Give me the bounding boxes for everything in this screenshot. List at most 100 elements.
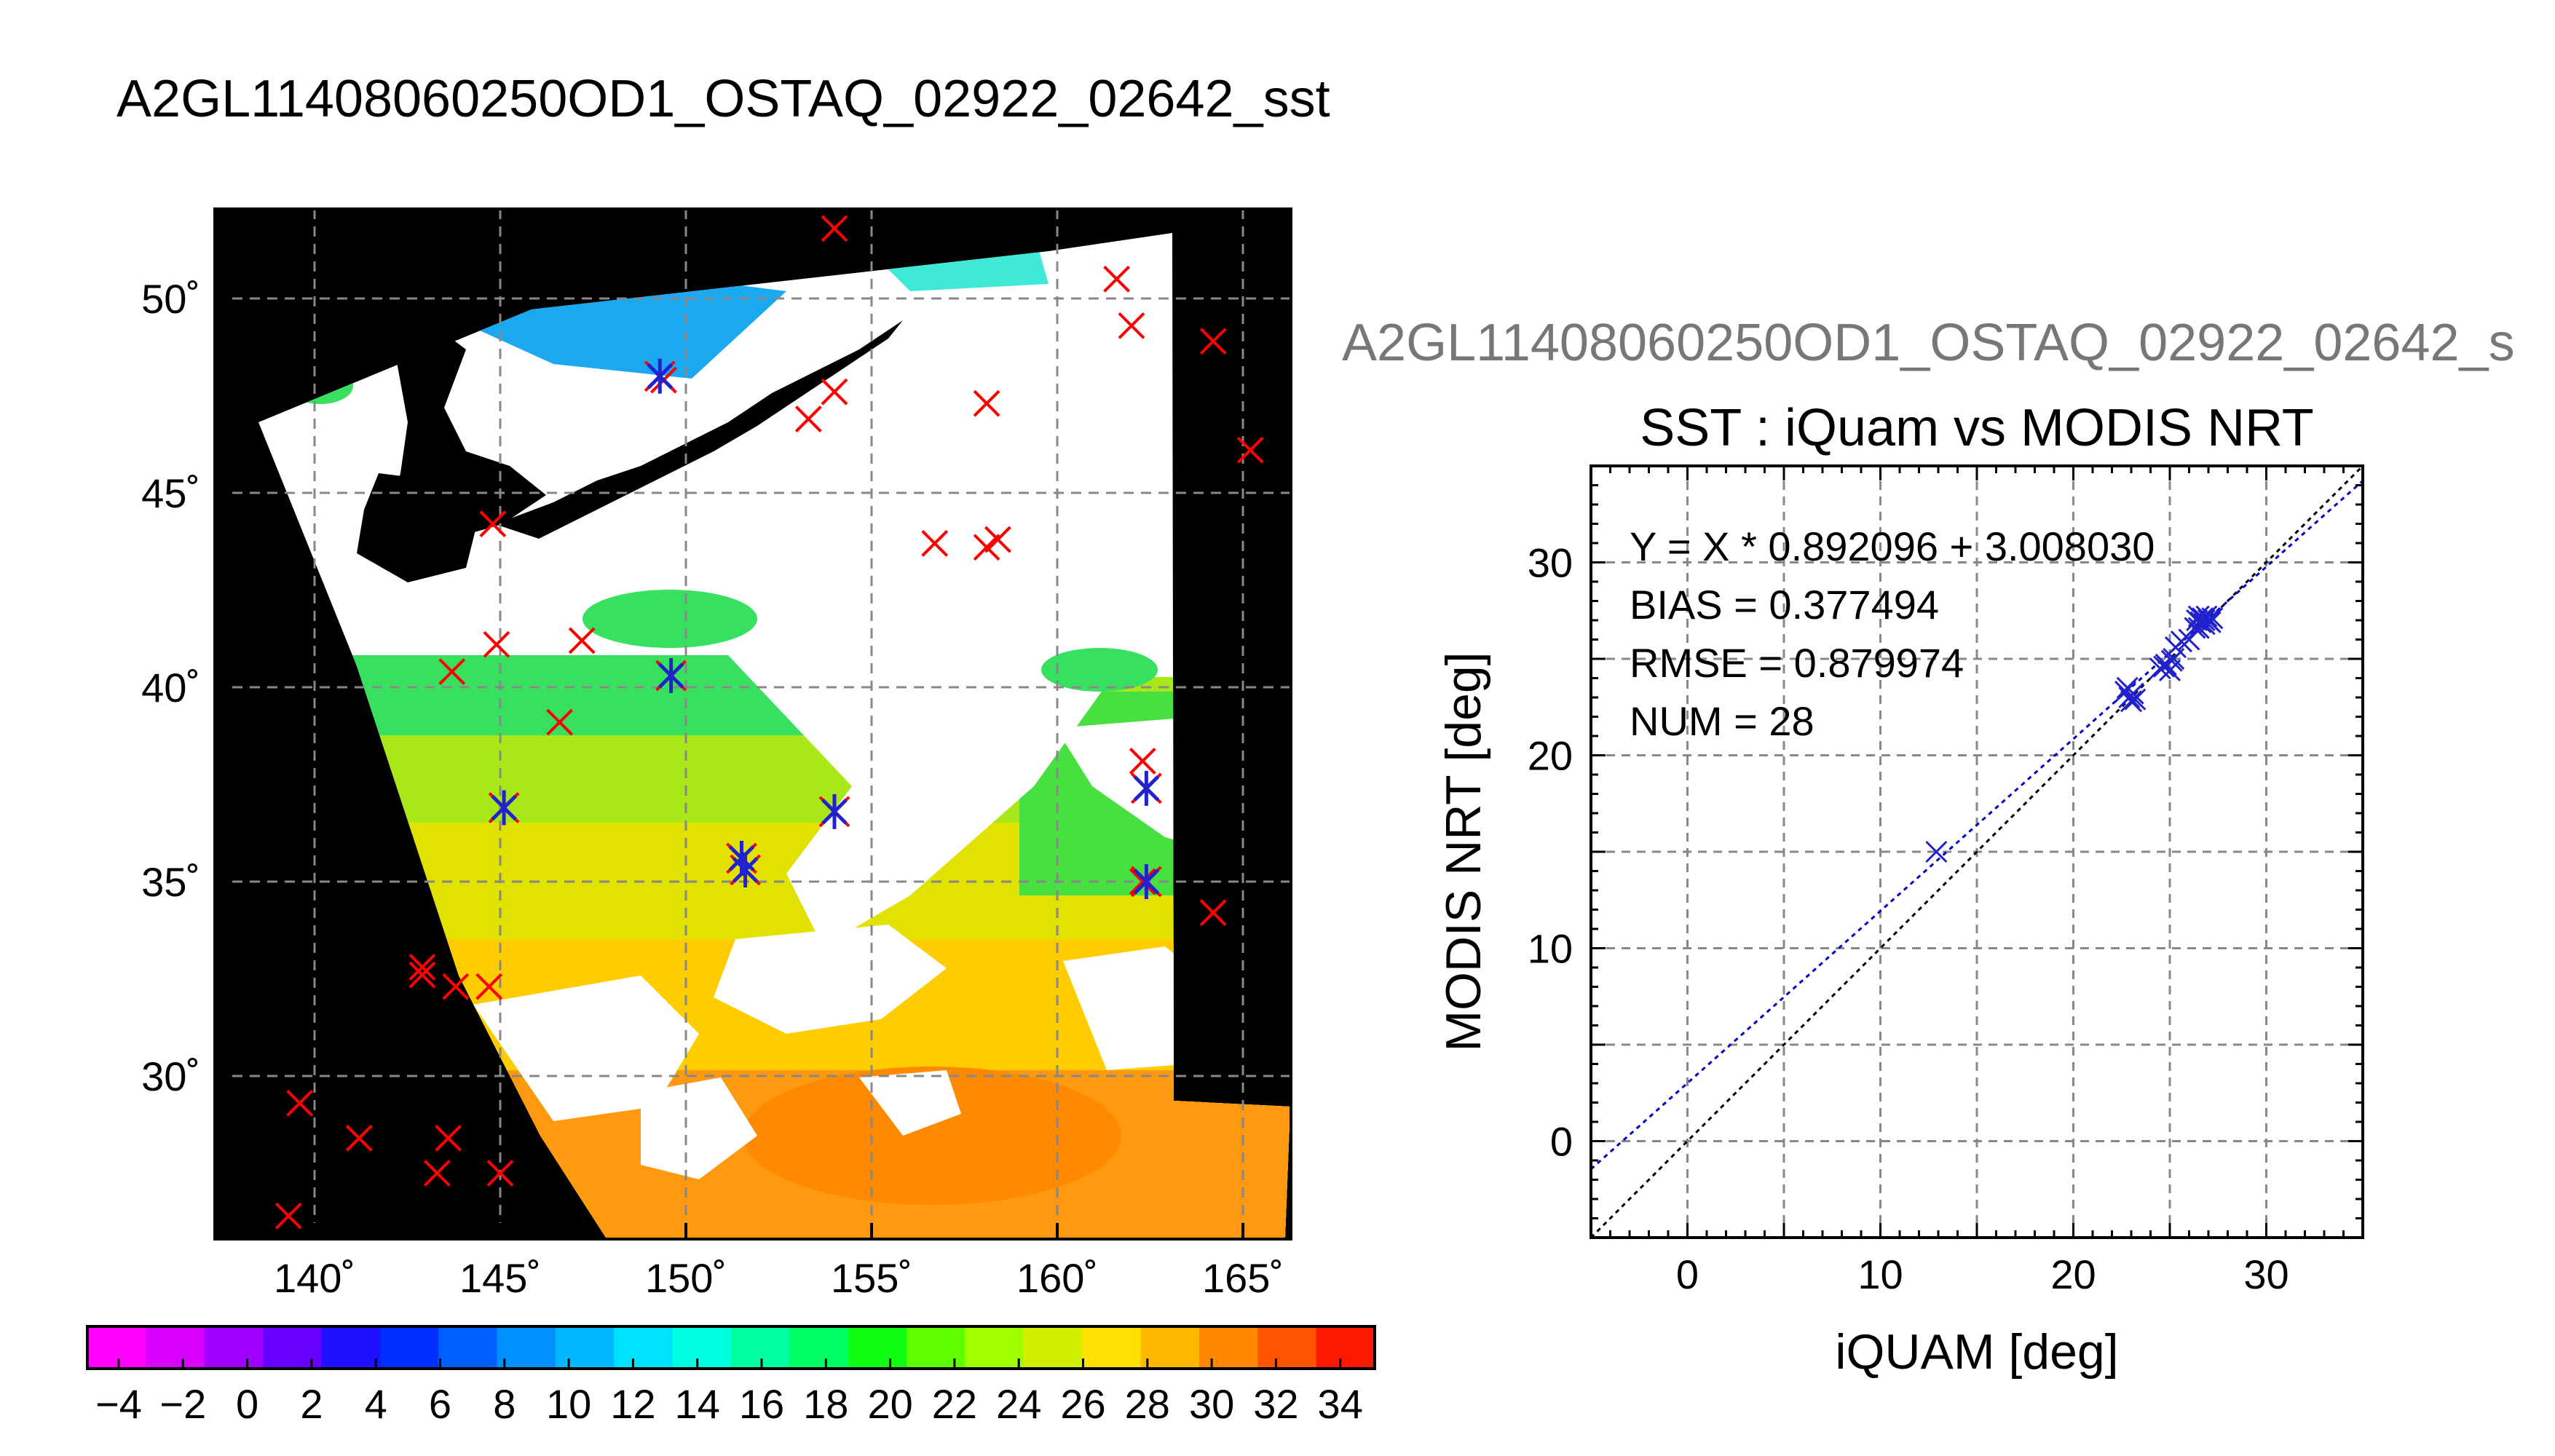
red-x-marker <box>475 973 503 1000</box>
red-x-marker <box>1236 436 1264 464</box>
scatter-lines <box>1590 464 2364 1239</box>
red-x-marker <box>423 1160 451 1187</box>
map-markers <box>275 215 1264 1230</box>
colorbar-segment <box>789 1326 849 1369</box>
map-lon-tick-label: 160˚ <box>1016 1255 1098 1301</box>
scatter-point <box>2158 659 2181 681</box>
scatter-point <box>2149 657 2171 680</box>
red-x-marker <box>1118 312 1145 339</box>
scatter-point <box>2120 690 2143 713</box>
blue-star-marker <box>1130 864 1162 899</box>
red-x-marker <box>984 526 1011 553</box>
colorbar-segment <box>87 1326 146 1369</box>
colorbar-tick-label: 26 <box>1060 1381 1105 1427</box>
scatter-point <box>2122 682 2144 705</box>
map-lon-tick-label: 140˚ <box>274 1255 355 1301</box>
scatter-plot: SST : iQuam vs MODIS NRT 00101020203030 … <box>1436 399 2364 1380</box>
blue-star-marker <box>644 358 676 394</box>
identity-line <box>1590 464 2364 1239</box>
red-x-marker <box>921 530 949 557</box>
colorbar-tick-label: 32 <box>1253 1381 1298 1427</box>
num-value: NUM = 28 <box>1630 698 1814 744</box>
colorbar-tick-label: 20 <box>867 1381 912 1427</box>
scatter-x-tick-label: 10 <box>1857 1251 1903 1297</box>
island-chain <box>495 320 903 539</box>
red-x-marker <box>1129 748 1156 775</box>
colorbar-tick-label: 14 <box>675 1381 720 1427</box>
red-x-marker <box>435 1125 462 1152</box>
colorbar-segment <box>1198 1326 1258 1369</box>
colorbar-segment <box>204 1326 264 1369</box>
colorbar-segment <box>497 1326 556 1369</box>
colorbar-segment <box>907 1326 965 1369</box>
x-axis-label: iQUAM [deg] <box>1835 1324 2118 1380</box>
scatter-point <box>2124 688 2147 711</box>
red-x-marker <box>483 630 510 658</box>
scatter-subtitle: A2GL11408060250OD1_OSTAQ_02922_02642_s <box>1342 314 2515 372</box>
colorbar-segment <box>1023 1326 1083 1369</box>
red-x-marker <box>442 973 470 1000</box>
land-mass <box>357 473 481 582</box>
blue-star-marker <box>655 657 687 693</box>
scatter-point <box>2195 605 2218 628</box>
stats-box: Y = X * 0.892096 + 3.008030 BIAS = 0.377… <box>1630 523 2155 744</box>
blue-star-marker <box>488 790 520 826</box>
scatter-y-tick-label: 0 <box>1550 1119 1573 1165</box>
map-ticks: 140˚ 145˚ 150˚ 155˚ 160˚ 165˚ 50˚ 45˚ 40˚ 35˚ 30˚ <box>141 276 1284 1301</box>
map-frame <box>213 207 1292 1241</box>
blue-star-marker <box>730 852 762 887</box>
red-x-marker <box>408 954 436 981</box>
colorbar-tick-label: 10 <box>546 1381 591 1427</box>
colorbar-tick-label: −4 <box>95 1381 142 1427</box>
colorbar-tick-label: 12 <box>610 1381 655 1427</box>
red-x-marker <box>794 405 822 432</box>
colorbar-segment <box>379 1326 439 1369</box>
blue-star-marker <box>818 794 850 829</box>
colorbar-segment <box>321 1326 381 1369</box>
colorbar-tick-label: 30 <box>1189 1381 1234 1427</box>
scatter-points <box>1925 605 2224 863</box>
map-lat-tick-label: 50˚ <box>141 276 200 322</box>
colorbar-tick-label: 6 <box>429 1381 451 1427</box>
scatter-y-tick-label: 20 <box>1528 733 1573 779</box>
scatter-point <box>2152 655 2176 678</box>
colorbar-tick-label: 24 <box>996 1381 1041 1427</box>
colorbar-segment <box>614 1326 674 1369</box>
red-x-marker <box>486 1160 514 1187</box>
rmse-value: RMSE = 0.879974 <box>1630 640 1964 686</box>
colorbar-tick-label: 28 <box>1125 1381 1170 1427</box>
colorbar-tick-label: 4 <box>365 1381 387 1427</box>
scatter-x-tick-label: 30 <box>2243 1251 2289 1297</box>
red-x-marker <box>286 1089 314 1117</box>
red-x-marker <box>546 708 574 736</box>
colorbar-tick-label: 8 <box>493 1381 516 1427</box>
sst-map: 140˚ 145˚ 150˚ 155˚ 160˚ 165˚ 50˚ 45˚ 40˚ 35˚ 30˚ <box>141 207 1292 1301</box>
y-axis-label: MODIS NRT [deg] <box>1436 652 1491 1051</box>
map-lat-tick-label: 30˚ <box>141 1053 200 1099</box>
red-x-marker <box>1199 899 1227 927</box>
colorbar-segment <box>1257 1326 1317 1369</box>
colorbar-segment <box>848 1326 907 1369</box>
colorbar-tick-label: 0 <box>236 1381 258 1427</box>
map-lon-tick-label: 145˚ <box>459 1255 541 1301</box>
red-x-marker <box>479 510 507 538</box>
map-lon-tick-label: 155˚ <box>831 1255 912 1301</box>
scatter-x-tick-label: 0 <box>1676 1251 1699 1297</box>
red-x-marker <box>973 534 1000 561</box>
fit-line <box>1590 480 2364 1171</box>
scatter-y-tick-label: 10 <box>1528 926 1573 972</box>
colorbar-tick-label: 22 <box>932 1381 977 1427</box>
scatter-point <box>2199 611 2222 633</box>
map-grid <box>215 209 1291 1239</box>
main-title: A2GL11408060250OD1_OSTAQ_02922_02642_sst <box>117 70 1330 128</box>
red-x-marker <box>408 961 436 989</box>
scatter-ticks: 0 0 10 10 20 20 30 30 <box>1528 464 2364 1297</box>
red-x-marker <box>345 1125 373 1152</box>
colorbar: −4 −2 0 2 4 6 8 10 12 14 16 18 20 22 24 26 28 30 32 34 <box>86 1325 1376 1427</box>
scatter-point <box>1925 840 1948 863</box>
colorbar-segment <box>731 1326 790 1369</box>
colorbar-segment <box>555 1326 615 1369</box>
red-x-marker <box>973 389 1000 417</box>
colorbar-segment <box>965 1326 1024 1369</box>
